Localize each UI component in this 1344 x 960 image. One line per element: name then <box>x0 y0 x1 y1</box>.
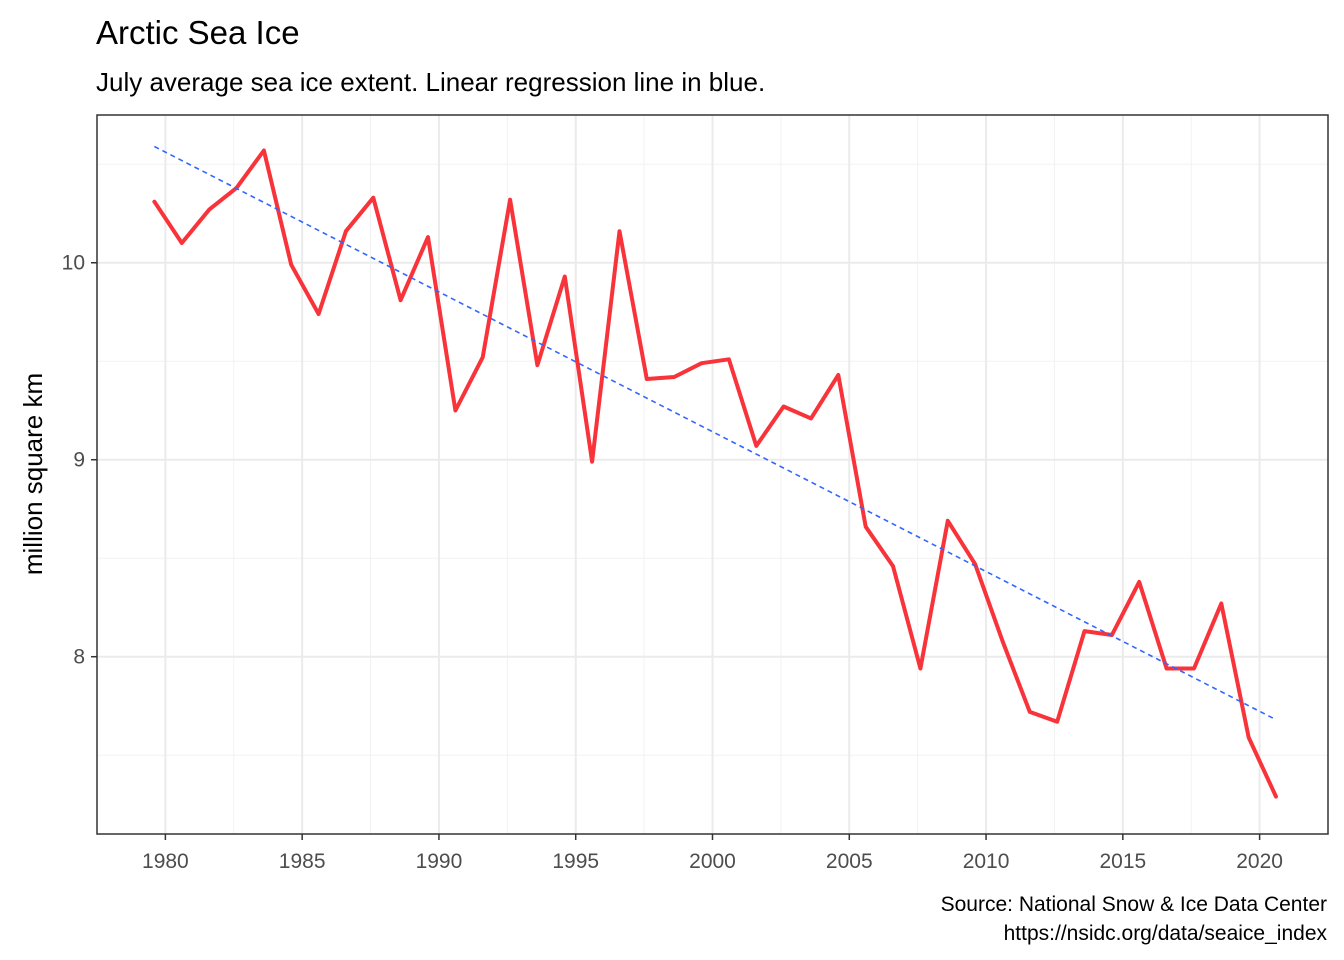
data-point <box>754 444 758 448</box>
data-point <box>152 200 156 204</box>
x-tick-label: 2005 <box>826 850 873 873</box>
x-tick-label: 2000 <box>689 850 736 873</box>
x-tick-label: 2015 <box>1099 850 1146 873</box>
y-axis-title: million square km <box>18 373 48 575</box>
data-point <box>289 263 293 267</box>
data-point <box>453 408 457 412</box>
data-point <box>180 241 184 245</box>
x-tick-label: 2020 <box>1236 850 1283 873</box>
data-point <box>672 375 676 379</box>
data-point <box>645 377 649 381</box>
caption-source: Source: National Snow & Ice Data Center <box>941 893 1327 916</box>
data-point <box>344 229 348 233</box>
data-point <box>481 355 485 359</box>
y-tick-label: 9 <box>73 449 85 472</box>
data-point <box>1192 667 1196 671</box>
data-point <box>262 148 266 152</box>
data-point <box>1028 710 1032 714</box>
chart-subtitle: July average sea ice extent. Linear regr… <box>96 67 765 97</box>
data-point <box>836 373 840 377</box>
x-tick-label: 1990 <box>416 850 463 873</box>
data-point <box>864 525 868 529</box>
data-point <box>535 363 539 367</box>
data-point <box>426 235 430 239</box>
data-point <box>891 564 895 568</box>
data-point <box>1219 602 1223 606</box>
data-point <box>1055 720 1059 724</box>
data-point <box>399 298 403 302</box>
data-point <box>590 460 594 464</box>
data-point <box>1083 629 1087 633</box>
chart-title: Arctic Sea Ice <box>96 14 300 51</box>
data-point <box>700 361 704 365</box>
data-point <box>1137 580 1141 584</box>
x-tick-label: 1980 <box>142 850 189 873</box>
caption-url: https://nsidc.org/data/seaice_index <box>1004 922 1328 945</box>
major-grid <box>97 115 1328 834</box>
data-point <box>1165 667 1169 671</box>
data-point <box>918 667 922 671</box>
data-point <box>1000 639 1004 643</box>
y-axis: 8 9 10 <box>62 252 97 669</box>
regression-line <box>154 145 1277 721</box>
x-tick-label: 1985 <box>279 850 326 873</box>
series-layer <box>152 145 1278 799</box>
data-point <box>317 312 321 316</box>
data-point <box>946 519 950 523</box>
data-point <box>1274 795 1278 799</box>
data-point <box>508 198 512 202</box>
data-point <box>1247 735 1251 739</box>
x-tick-label: 1995 <box>552 850 599 873</box>
x-tick-label: 2010 <box>963 850 1010 873</box>
data-point <box>782 405 786 409</box>
sea-ice-extent-line <box>152 148 1278 799</box>
y-tick-label: 10 <box>62 252 85 275</box>
y-tick-label: 8 <box>73 646 85 669</box>
x-axis: 1980 1985 1990 1995 2000 2005 2010 2015 2020 <box>142 834 1283 873</box>
data-point <box>371 196 375 200</box>
data-point <box>809 416 813 420</box>
data-point <box>617 229 621 233</box>
data-point <box>563 275 567 279</box>
data-point <box>727 357 731 361</box>
data-point <box>207 208 211 212</box>
